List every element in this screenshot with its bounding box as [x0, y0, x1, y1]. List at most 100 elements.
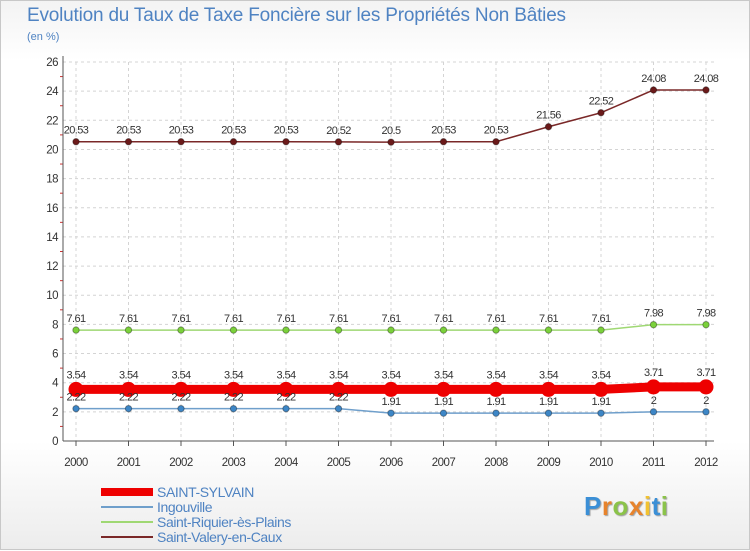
data-label: 3.54 — [539, 369, 558, 381]
data-label: 3.54 — [591, 369, 610, 381]
y-tick-label: 6 — [52, 349, 58, 361]
data-point — [702, 86, 710, 94]
data-label: 20.5 — [381, 125, 400, 137]
data-point — [646, 379, 661, 395]
x-tick-label: 2011 — [642, 457, 665, 469]
logo-letter: t — [651, 491, 661, 521]
data-label: 20.53 — [274, 125, 299, 137]
data-label: 20.53 — [64, 125, 89, 137]
data-label: 20.53 — [431, 125, 456, 137]
data-label: 1.91 — [434, 396, 453, 408]
data-label: 1.91 — [591, 396, 610, 408]
data-label: 20.53 — [484, 125, 509, 137]
data-point — [439, 326, 448, 334]
data-point — [544, 409, 553, 417]
data-point — [334, 404, 343, 413]
x-tick-label: 2003 — [222, 457, 246, 469]
x-tick-label: 2004 — [274, 457, 299, 469]
legend-swatch — [101, 506, 153, 508]
data-point — [72, 404, 80, 413]
data-point — [492, 138, 500, 146]
y-tick-label: 18 — [46, 174, 58, 186]
unit-label: (en %) — [27, 31, 60, 43]
data-point — [124, 404, 133, 413]
data-point — [439, 409, 448, 417]
data-point — [383, 381, 399, 397]
data-label: 7.61 — [486, 313, 505, 325]
data-point — [544, 326, 553, 334]
data-point — [124, 138, 133, 146]
data-label: 7.61 — [224, 313, 243, 325]
data-point — [229, 326, 238, 334]
data-point — [282, 138, 290, 146]
data-label: 2.22 — [66, 392, 85, 404]
data-label: 7.61 — [66, 313, 85, 325]
legend-swatch — [101, 536, 153, 538]
x-tick-label: 2007 — [432, 457, 456, 469]
data-point — [649, 320, 658, 329]
data-point — [68, 381, 84, 397]
data-point — [439, 138, 448, 146]
legend-swatch — [101, 488, 153, 496]
data-point — [334, 326, 343, 334]
data-label: 2.22 — [171, 392, 190, 404]
data-point — [492, 409, 500, 417]
data-point — [177, 326, 185, 334]
data-label: 20.52 — [326, 125, 351, 137]
data-point — [649, 408, 658, 416]
data-label: 3.54 — [66, 369, 85, 381]
x-tick-label: 2008 — [484, 457, 508, 469]
data-label: 2 — [703, 395, 709, 407]
y-tick-label: 20 — [46, 144, 58, 156]
data-label: 7.61 — [119, 313, 138, 325]
x-tick-label: 2002 — [169, 457, 193, 469]
data-point — [173, 381, 189, 397]
data-point — [698, 379, 714, 395]
data-label: 24.08 — [694, 73, 719, 85]
data-point — [331, 381, 346, 397]
data-point — [541, 381, 556, 397]
data-label: 1.91 — [381, 396, 400, 408]
x-tick-label: 2012 — [694, 457, 718, 469]
y-tick-label: 24 — [46, 86, 59, 98]
data-label: 3.54 — [329, 369, 348, 381]
data-point — [177, 404, 185, 413]
data-label: 7.98 — [696, 308, 715, 320]
data-label: 22.52 — [589, 96, 614, 108]
x-tick-label: 2010 — [589, 457, 613, 469]
data-label: 3.54 — [434, 369, 453, 381]
x-tick-label: 2000 — [64, 457, 88, 469]
data-point — [278, 381, 294, 397]
data-label: 7.61 — [171, 313, 190, 325]
data-point — [72, 138, 80, 146]
legend-label: Saint-Valery-en-Caux — [157, 529, 282, 545]
data-point — [72, 326, 80, 334]
data-point — [488, 381, 504, 397]
y-tick-label: 0 — [52, 436, 58, 448]
data-label: 3.54 — [119, 369, 138, 381]
data-point — [492, 326, 500, 334]
data-label: 20.53 — [169, 125, 194, 137]
y-tick-label: 22 — [46, 115, 58, 127]
logo-letter: P — [584, 491, 602, 521]
data-label: 1.91 — [486, 396, 505, 408]
data-label: 7.98 — [644, 308, 663, 320]
data-point — [544, 123, 553, 131]
data-label: 2.22 — [119, 392, 138, 404]
data-label: 20.53 — [221, 125, 246, 137]
y-tick-label: 16 — [46, 203, 58, 215]
logo-letter: x — [628, 491, 644, 521]
proxiti-logo: Proxiti — [584, 491, 668, 522]
y-tick-label: 14 — [46, 232, 59, 244]
y-tick-label: 8 — [52, 319, 58, 331]
logo-letter: r — [601, 491, 613, 521]
data-label: 3.54 — [224, 369, 243, 381]
data-label: 3.54 — [486, 369, 505, 381]
data-label: 1.91 — [539, 396, 558, 408]
data-label: 3.71 — [696, 367, 715, 379]
data-label: 3.54 — [381, 369, 400, 381]
x-tick-label: 2001 — [117, 457, 141, 469]
data-label: 7.61 — [539, 313, 558, 325]
